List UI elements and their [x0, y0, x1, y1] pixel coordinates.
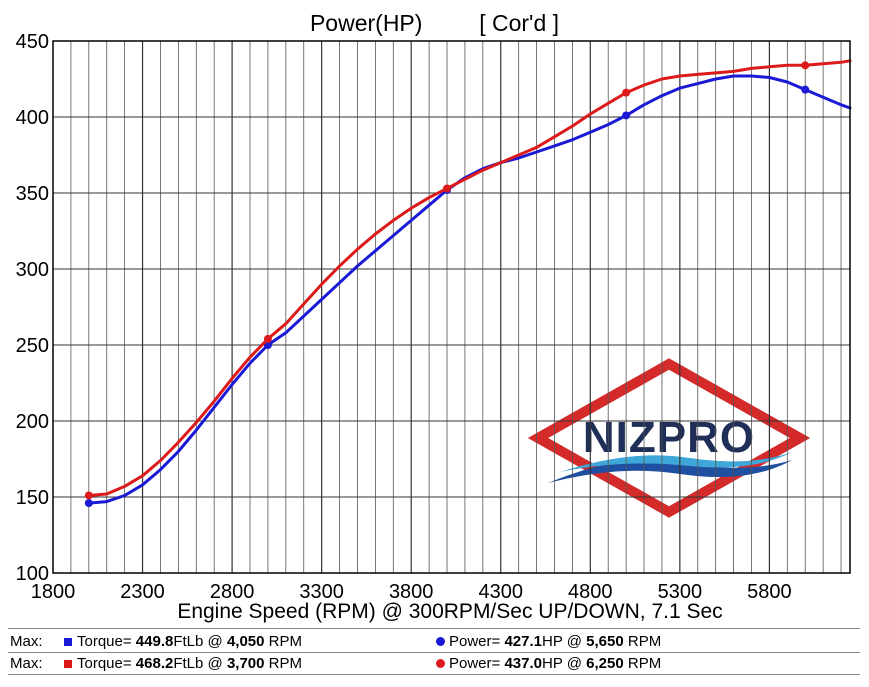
series-line-2	[87, 59, 852, 497]
y-axis: 100 150 200 250 300 350 400 450	[16, 31, 49, 585]
chart-title-tag: [ Cor'd ]	[479, 10, 560, 36]
chart-title-text: Power(HP)	[309, 10, 423, 36]
nizpro-logo: NIZPRO	[527, 358, 811, 518]
x-tick-label: 4300	[479, 581, 524, 600]
legend-dot-icon	[436, 659, 445, 669]
legend-power-rpm-unit: RPM	[627, 655, 662, 672]
y-tick-label: 400	[16, 107, 49, 129]
y-tick-label: 100	[16, 563, 49, 585]
legend-torque-unit: FtLb @	[173, 655, 223, 672]
legend-power-rpm: 6,250	[586, 655, 624, 672]
legend-torque-value: 449.8	[135, 633, 174, 650]
series-point-1	[84, 499, 93, 508]
series-point-1	[801, 85, 810, 94]
chart-title: Power(HP) [ Cor'd ]	[0, 10, 869, 37]
series-point-2	[622, 88, 631, 97]
x-tick-label: 1800	[31, 581, 76, 600]
y-tick-label: 350	[16, 183, 49, 205]
legend-torque-label: Torque=	[77, 633, 132, 650]
legend-torque-rpm-unit: RPM	[268, 655, 302, 672]
x-axis-label: Engine Speed (RPM) @ 300RPM/Sec UP/DOWN,…	[177, 600, 723, 623]
legend-torque-value: 468.2	[135, 655, 174, 672]
legend-torque-rpm: 4,050	[226, 633, 265, 650]
x-tick-label: 3800	[389, 581, 434, 600]
series-point-2	[263, 334, 272, 343]
plot-frame	[52, 40, 851, 574]
x-tick-label: 2300	[120, 581, 165, 600]
y-tick-label: 300	[16, 259, 49, 281]
legend-torque-rpm-unit: RPM	[268, 633, 302, 650]
legend-power-value: 437.0	[504, 655, 542, 672]
x-tick-label: 3300	[299, 581, 344, 600]
legend-max-label: Max:	[10, 655, 43, 672]
legend-torque-unit: FtLb @	[173, 633, 223, 650]
legend-square-icon	[64, 659, 72, 668]
legend-torque-rpm: 3,700	[226, 655, 265, 672]
legend-torque-label: Torque=	[77, 655, 132, 672]
legend-square-icon	[64, 637, 72, 646]
series-point-1	[622, 111, 631, 120]
series-point-2	[84, 491, 93, 500]
legend-power-unit: HP @	[542, 633, 582, 650]
x-tick-label: 4800	[568, 581, 613, 600]
legend-row-1: Max: Torque= 449.8FtLb @ 4,050 RPM Power…	[8, 630, 860, 652]
x-tick-label: 2800	[210, 581, 255, 600]
x-tick-label: 5300	[658, 581, 703, 600]
x-tick-label: 5800	[747, 581, 792, 600]
series-point-2	[801, 61, 810, 70]
chart-series	[84, 59, 852, 508]
legend-divider-top	[8, 628, 860, 629]
series-point-2	[443, 184, 452, 193]
legend-power-rpm: 5,650	[586, 633, 624, 650]
y-tick-label: 250	[16, 335, 49, 357]
power-chart: NIZPRO 100 150 200 250 300 350 400 450 1800 2300…	[16, 31, 852, 600]
legend-divider-bottom	[8, 674, 860, 675]
legend-power-rpm-unit: RPM	[627, 633, 662, 650]
legend-power-label: Power=	[449, 633, 501, 650]
y-tick-label: 450	[16, 31, 49, 53]
legend-power-value: 427.1	[504, 633, 542, 650]
legend-divider-mid	[8, 652, 860, 653]
chart-grid	[53, 41, 850, 573]
y-tick-label: 200	[16, 411, 49, 433]
legend-row-2: Max: Torque= 468.2FtLb @ 3,700 RPM Power…	[8, 652, 860, 674]
legend-max-label: Max:	[10, 633, 43, 650]
legend-power-label: Power=	[449, 655, 501, 672]
x-axis: 1800 2300 2800 3300 3800 4300 4800 5300 5800	[31, 581, 792, 600]
watermark-text: NIZPRO	[583, 413, 755, 462]
y-tick-label: 150	[16, 487, 49, 509]
legend-dot-icon	[436, 637, 445, 647]
legend-power-unit: HP @	[542, 655, 582, 672]
